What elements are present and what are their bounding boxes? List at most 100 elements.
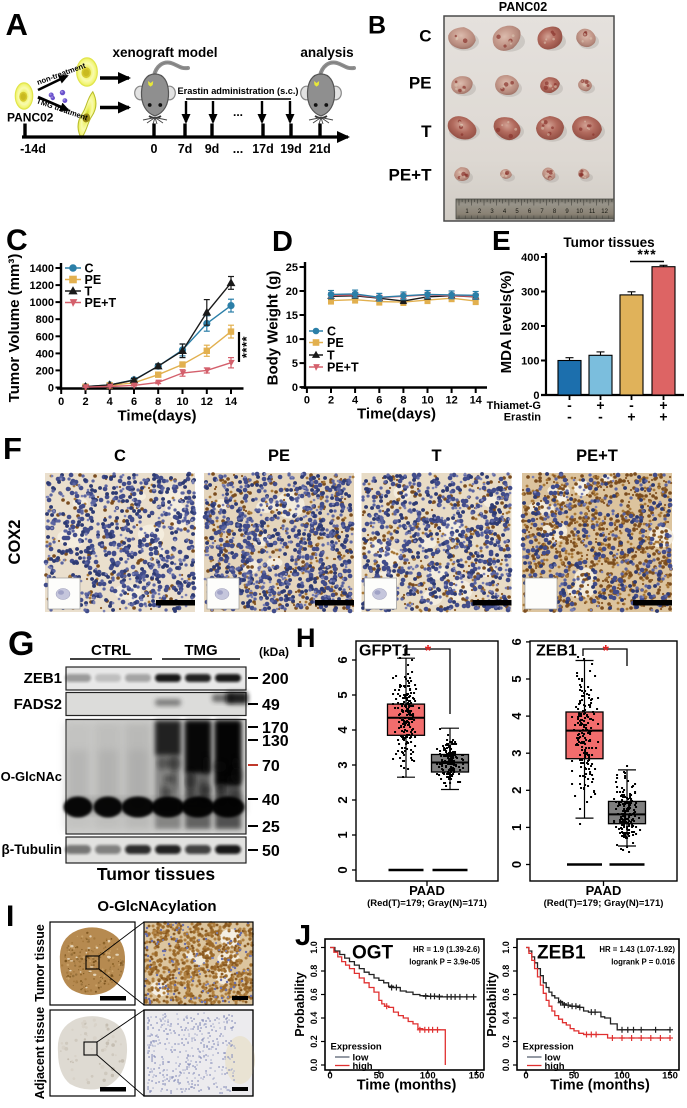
- svg-text:0: 0: [292, 382, 298, 394]
- svg-text:Tumor tissues: Tumor tissues: [563, 235, 654, 250]
- svg-text:PE+T: PE+T: [389, 166, 433, 185]
- svg-text:5: 5: [335, 691, 350, 698]
- svg-text:0: 0: [151, 142, 158, 156]
- svg-text:Time(days): Time(days): [118, 408, 197, 425]
- svg-text:Tumor tissues: Tumor tissues: [97, 864, 216, 884]
- svg-text:Adjacent tissue: Adjacent tissue: [33, 1007, 47, 1099]
- svg-text:40: 40: [262, 792, 280, 809]
- svg-text:-: -: [629, 397, 634, 413]
- svg-text:9: 9: [565, 209, 569, 215]
- svg-text:+: +: [627, 409, 635, 425]
- svg-text:FADS2: FADS2: [14, 696, 62, 713]
- svg-text:5: 5: [509, 675, 524, 682]
- svg-text:0: 0: [327, 1071, 332, 1082]
- svg-text:12: 12: [601, 209, 608, 215]
- svg-text:PANC02: PANC02: [7, 111, 54, 125]
- svg-text:ZEB1: ZEB1: [24, 670, 62, 687]
- svg-text:19d: 19d: [280, 142, 302, 156]
- svg-text:3: 3: [490, 209, 494, 215]
- svg-text:1: 1: [509, 824, 524, 831]
- svg-text:7: 7: [540, 209, 544, 215]
- svg-text:*: *: [603, 643, 610, 660]
- svg-text:Erastin administration (s.c.): Erastin administration (s.c.): [178, 86, 299, 96]
- svg-text:5: 5: [292, 358, 298, 370]
- svg-text:Erastin: Erastin: [504, 412, 542, 424]
- svg-text:50: 50: [374, 1071, 385, 1082]
- svg-text:6: 6: [131, 396, 137, 408]
- svg-text:14: 14: [470, 395, 483, 407]
- svg-text:12: 12: [201, 396, 213, 408]
- svg-text:7d: 7d: [178, 142, 193, 156]
- svg-text:...: ...: [233, 105, 243, 119]
- svg-text:C: C: [114, 447, 126, 465]
- svg-text:2: 2: [509, 787, 524, 794]
- svg-text:6: 6: [509, 638, 524, 645]
- svg-text:4: 4: [503, 209, 507, 215]
- svg-text:9d: 9d: [205, 142, 220, 156]
- svg-text:PE: PE: [327, 336, 344, 350]
- svg-text:O-GlcNAcylation: O-GlcNAcylation: [97, 898, 216, 915]
- svg-text:2: 2: [82, 396, 88, 408]
- svg-text:xenograft model: xenograft model: [112, 45, 217, 60]
- svg-text:β-Tubulin: β-Tubulin: [2, 842, 62, 857]
- svg-text:25: 25: [286, 262, 298, 274]
- svg-text:10: 10: [421, 395, 433, 407]
- svg-text:50: 50: [262, 843, 280, 860]
- svg-text:100: 100: [614, 1071, 630, 1082]
- svg-text:0: 0: [304, 395, 310, 407]
- svg-text:Tumor Volume (mm³): Tumor Volume (mm³): [6, 254, 23, 403]
- svg-text:200: 200: [262, 671, 289, 688]
- svg-text:49: 49: [262, 697, 280, 714]
- svg-text:PE: PE: [268, 447, 290, 465]
- svg-text:0.4: 0.4: [501, 1012, 511, 1025]
- svg-text:***: ***: [637, 246, 656, 262]
- svg-text:GFPT1: GFPT1: [359, 643, 411, 660]
- svg-text:Probability: Probability: [485, 972, 499, 1037]
- svg-text:TMG: TMG: [184, 642, 217, 659]
- svg-text:Time (months): Time (months): [357, 1078, 457, 1094]
- svg-text:+: +: [659, 397, 667, 413]
- svg-text:8: 8: [553, 209, 557, 215]
- svg-text:H: H: [296, 623, 316, 653]
- svg-text:6: 6: [528, 209, 532, 215]
- svg-text:1400: 1400: [30, 263, 54, 275]
- svg-text:0: 0: [523, 1071, 528, 1082]
- svg-text:400: 400: [521, 252, 539, 264]
- svg-text:PE: PE: [85, 273, 102, 287]
- svg-text:Expression: Expression: [523, 1042, 574, 1053]
- svg-text:Tumor tissue: Tumor tissue: [33, 924, 47, 1002]
- svg-text:3: 3: [335, 761, 350, 768]
- svg-text:0.6: 0.6: [501, 988, 511, 1001]
- svg-text:0.4: 0.4: [309, 1012, 319, 1025]
- svg-text:150: 150: [469, 1071, 485, 1082]
- svg-text:3: 3: [509, 750, 524, 757]
- svg-text:(kDa): (kDa): [259, 645, 289, 659]
- svg-text:low: low: [353, 1053, 369, 1064]
- svg-text:0.0: 0.0: [309, 1059, 319, 1072]
- svg-text:4: 4: [352, 395, 359, 407]
- svg-text:F: F: [3, 431, 22, 466]
- svg-text:(Red(T)=179; Gray(N)=171): (Red(T)=179; Gray(N)=171): [544, 898, 664, 909]
- svg-text:HR = 1.9 (1.39-2.6): HR = 1.9 (1.39-2.6): [413, 945, 480, 954]
- svg-text:4: 4: [335, 726, 350, 734]
- svg-text:0: 0: [335, 866, 350, 873]
- svg-text:200: 200: [521, 321, 539, 333]
- svg-text:CTRL: CTRL: [91, 642, 131, 659]
- svg-text:+: +: [659, 409, 667, 425]
- svg-text:Expression: Expression: [331, 1042, 382, 1053]
- svg-text:1: 1: [465, 209, 469, 215]
- svg-text:low: low: [545, 1053, 561, 1064]
- svg-text:800: 800: [36, 314, 54, 326]
- svg-text:1.0: 1.0: [501, 941, 511, 954]
- svg-text:100: 100: [420, 1071, 436, 1082]
- svg-text:E: E: [492, 225, 511, 256]
- svg-text:ZEB1: ZEB1: [537, 943, 586, 964]
- svg-text:11: 11: [589, 209, 596, 215]
- svg-text:****: ****: [239, 335, 254, 358]
- svg-text:Thiamet-G: Thiamet-G: [487, 400, 541, 412]
- svg-text:B: B: [368, 12, 386, 40]
- svg-text:12: 12: [445, 395, 457, 407]
- svg-text:PE+T: PE+T: [327, 361, 359, 375]
- svg-text:logrank P = 0.016: logrank P = 0.016: [611, 958, 675, 967]
- svg-text:25: 25: [262, 819, 280, 836]
